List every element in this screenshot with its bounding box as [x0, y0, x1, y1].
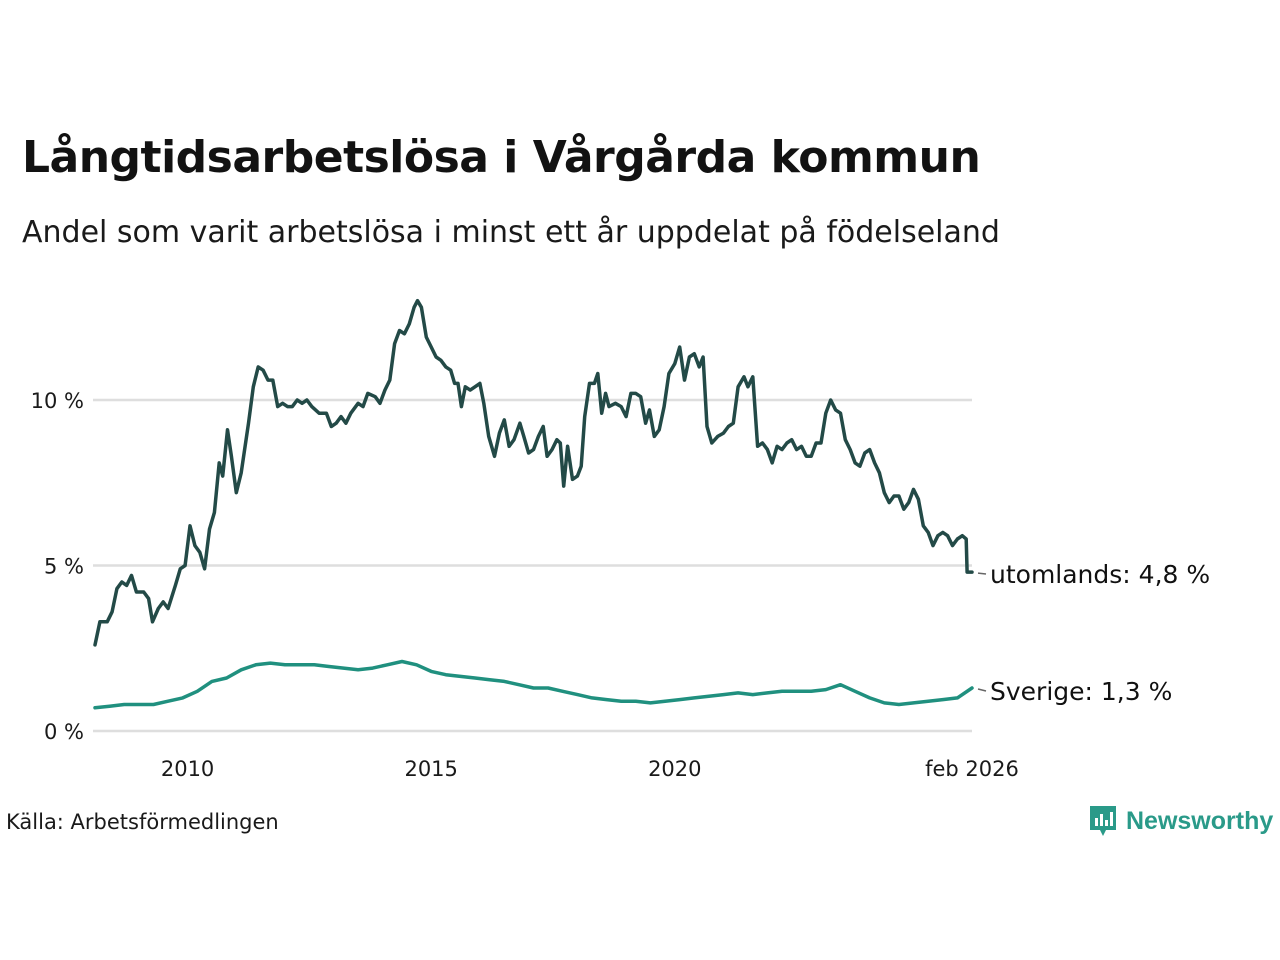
end-labels: utomlands: 4,8 % Sverige: 1,3 % [977, 560, 1210, 706]
y-tick-label: 0 % [44, 720, 84, 744]
newsworthy-logo-icon [1090, 806, 1116, 836]
x-tick-label: 2020 [648, 757, 701, 781]
y-tick-label: 5 % [44, 555, 84, 579]
series-lines [93, 298, 974, 710]
x-tick-label: feb 2026 [925, 757, 1019, 781]
y-tick-label: 10 % [31, 389, 84, 413]
brand-name: Newsworthy [1126, 806, 1274, 835]
end-label-connector [977, 688, 987, 692]
x-axis-ticks: 2010 2015 2020 feb 2026 [161, 757, 1019, 781]
end-label-sverige: Sverige: 1,3 % [990, 677, 1172, 706]
x-tick-label: 2015 [404, 757, 457, 781]
y-axis-ticks: 0 % 5 % 10 % [31, 389, 84, 744]
chart-title: Långtidsarbetslösa i Vårgårda kommun [22, 132, 981, 183]
grid-lines [93, 398, 972, 733]
source-note: Källa: Arbetsförmedlingen [6, 810, 279, 834]
end-label-connector [977, 572, 987, 575]
end-label-utomlands: utomlands: 4,8 % [990, 560, 1210, 589]
series-line-utomlands [93, 298, 974, 647]
chart-subtitle: Andel som varit arbetslösa i minst ett å… [22, 215, 1000, 250]
x-tick-label: 2010 [161, 757, 214, 781]
brand-logo[interactable]: Newsworthy [1088, 804, 1273, 838]
series-line-sverige [93, 659, 974, 710]
